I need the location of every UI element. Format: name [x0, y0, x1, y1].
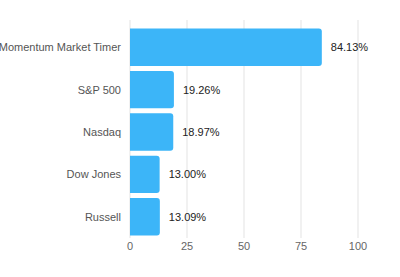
tick-label: 25 — [181, 240, 193, 252]
category-label: S&P 500 — [78, 84, 121, 96]
category-label: Momentum Market Timer — [0, 41, 121, 53]
data-label: 13.00% — [169, 168, 207, 180]
tick-label: 0 — [127, 240, 133, 252]
category-label: Nasdaq — [83, 126, 121, 138]
bar — [130, 156, 160, 193]
data-label: 13.09% — [169, 211, 207, 223]
data-label: 84.13% — [331, 41, 369, 53]
bar — [130, 29, 322, 66]
category-label: Russell — [85, 211, 121, 223]
data-label: 18.97% — [182, 126, 220, 138]
bar — [130, 113, 173, 150]
tick-label: 50 — [238, 240, 250, 252]
bar — [130, 71, 174, 108]
category-label: Dow Jones — [67, 168, 122, 180]
bar — [130, 198, 160, 235]
tick-label: 75 — [295, 240, 307, 252]
chart: 0 25 50 75 100 Momentum Market Timer 84.13% S&P… — [0, 0, 400, 277]
data-label: 19.26% — [183, 84, 221, 96]
bars — [130, 29, 322, 236]
tick-label: 100 — [349, 240, 367, 252]
